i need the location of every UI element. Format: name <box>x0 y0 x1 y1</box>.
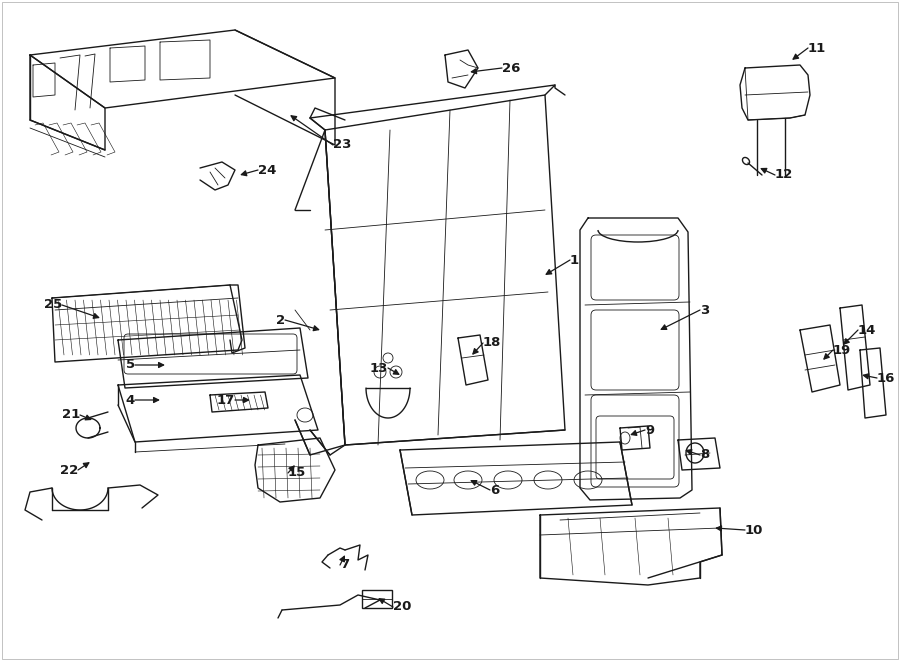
Bar <box>362 590 392 608</box>
Text: 2: 2 <box>276 313 285 327</box>
Text: 21: 21 <box>62 408 80 422</box>
Text: 17: 17 <box>217 393 235 407</box>
Text: 26: 26 <box>502 61 520 75</box>
Text: 14: 14 <box>858 323 877 336</box>
Text: 19: 19 <box>833 344 851 356</box>
Text: 10: 10 <box>745 524 763 537</box>
Text: 1: 1 <box>570 254 579 266</box>
Text: 15: 15 <box>288 467 306 479</box>
Text: 18: 18 <box>483 336 501 350</box>
Text: 24: 24 <box>258 163 276 176</box>
Text: 13: 13 <box>370 362 388 375</box>
Text: 7: 7 <box>340 559 349 572</box>
Text: 9: 9 <box>645 424 654 436</box>
Text: 8: 8 <box>700 449 709 461</box>
Text: 12: 12 <box>775 169 793 182</box>
Text: 23: 23 <box>333 139 351 151</box>
Text: 25: 25 <box>44 299 62 311</box>
Text: 4: 4 <box>126 393 135 407</box>
Text: 16: 16 <box>877 371 896 385</box>
Text: 5: 5 <box>126 358 135 371</box>
Text: 11: 11 <box>808 42 826 54</box>
Text: 3: 3 <box>700 303 709 317</box>
Text: 6: 6 <box>490 483 500 496</box>
Text: 20: 20 <box>393 600 411 613</box>
Text: 22: 22 <box>59 463 78 477</box>
